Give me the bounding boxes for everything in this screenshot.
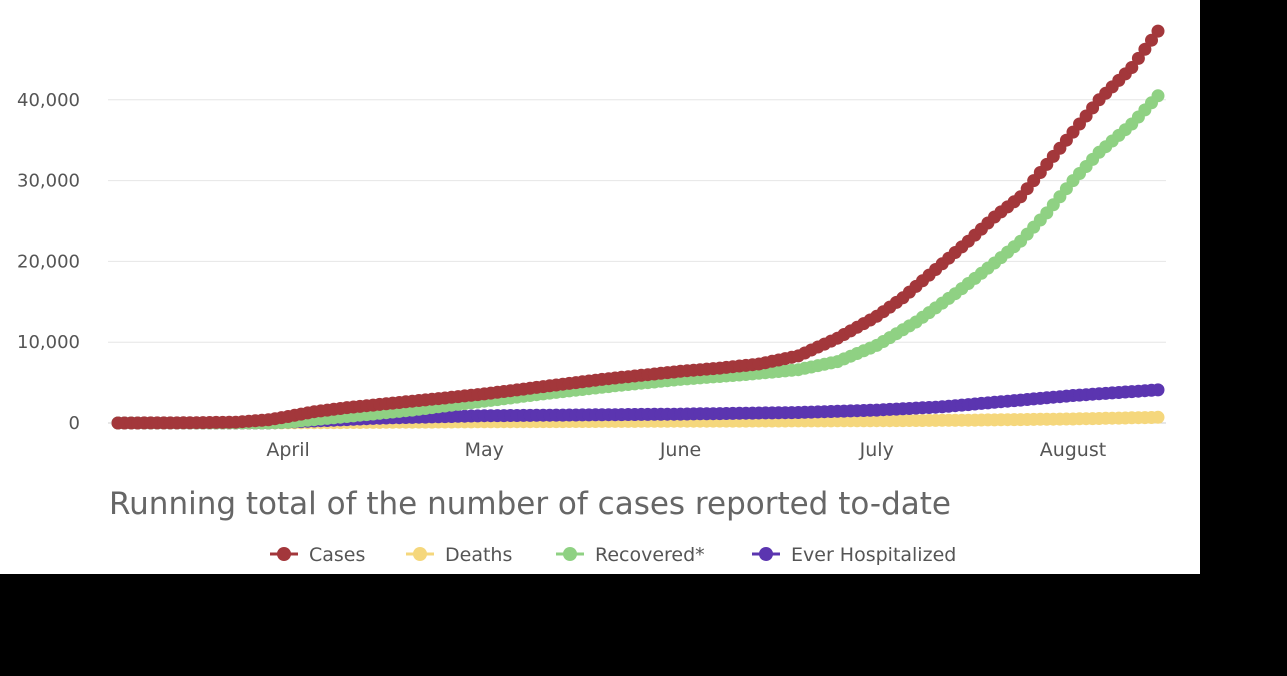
series-lines <box>111 24 1165 430</box>
data-point <box>1138 42 1152 56</box>
y-tick-label: 10,000 <box>17 332 80 353</box>
legend-marker <box>759 547 773 561</box>
legend-item[interactable]: Deaths <box>406 544 512 566</box>
x-tick-label: June <box>659 439 701 461</box>
data-point <box>1131 51 1145 65</box>
line-chart: 0 10,000 20,000 30,000 40,000 April May June Ju… <box>17 24 1166 566</box>
y-tick-label: 30,000 <box>17 171 80 192</box>
series-cases <box>111 24 1165 430</box>
legend-marker <box>563 547 577 561</box>
data-point <box>1151 89 1165 103</box>
data-point <box>1145 33 1158 47</box>
x-tick-label: July <box>859 439 894 461</box>
legend-label: Recovered* <box>595 544 705 566</box>
y-tick-label: 20,000 <box>17 251 80 272</box>
chart-panel: 0 10,000 20,000 30,000 40,000 April May June Ju… <box>0 0 1200 574</box>
legend-label: Deaths <box>445 544 512 566</box>
data-point <box>1125 61 1139 74</box>
y-tick-label: 0 <box>69 413 80 434</box>
x-tick-label: April <box>266 439 309 461</box>
legend-label: Ever Hospitalized <box>791 544 956 566</box>
y-tick-label: 40,000 <box>17 90 80 111</box>
x-tick-label: August <box>1040 439 1107 461</box>
legend-item[interactable]: Cases <box>270 544 365 566</box>
chart-subtitle: Running total of the number of cases rep… <box>109 486 951 522</box>
y-axis-ticks: 0 10,000 20,000 30,000 40,000 <box>17 90 80 434</box>
x-axis-ticks: April May June July August <box>266 439 1106 461</box>
data-point <box>1151 383 1165 397</box>
data-point <box>1151 24 1165 38</box>
legend: Cases Deaths Recovered* Ever Hospitalized <box>270 544 956 566</box>
legend-label: Cases <box>309 544 365 566</box>
series-line <box>118 29 1161 426</box>
legend-item[interactable]: Recovered* <box>556 544 705 566</box>
legend-marker <box>277 547 291 561</box>
data-point <box>1151 410 1165 424</box>
x-tick-label: May <box>465 439 504 461</box>
legend-marker <box>413 547 427 561</box>
legend-item[interactable]: Ever Hospitalized <box>752 544 956 566</box>
